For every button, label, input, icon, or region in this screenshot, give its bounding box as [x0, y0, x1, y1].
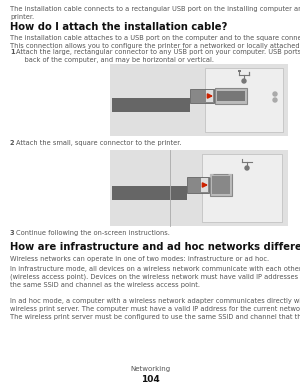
Bar: [212, 176, 230, 194]
Text: In infrastructure mode, all devices on a wireless network communicate with each : In infrastructure mode, all devices on a…: [10, 266, 300, 289]
Text: In ad hoc mode, a computer with a wireless network adapter communicates directly: In ad hoc mode, a computer with a wirele…: [10, 298, 300, 320]
Circle shape: [242, 79, 246, 83]
Bar: [238, 70, 241, 72]
Text: Continue following the on-screen instructions.: Continue following the on-screen instruc…: [16, 230, 170, 236]
Circle shape: [273, 92, 277, 96]
Bar: [187, 177, 209, 193]
Polygon shape: [210, 174, 214, 178]
Circle shape: [273, 98, 277, 102]
Text: How are infrastructure and ad hoc networks different?: How are infrastructure and ad hoc networ…: [10, 242, 300, 252]
Bar: [215, 88, 247, 104]
Bar: [210, 174, 232, 196]
Bar: [110, 150, 288, 226]
Text: Attach the small, square connector to the printer.: Attach the small, square connector to th…: [16, 140, 182, 146]
Bar: [205, 68, 283, 132]
Bar: [202, 154, 282, 222]
Text: How do I attach the installation cable?: How do I attach the installation cable?: [10, 22, 227, 32]
Text: 2: 2: [10, 140, 15, 146]
Bar: [110, 64, 288, 136]
Text: 3: 3: [10, 230, 15, 236]
Bar: [201, 178, 208, 192]
Text: Networking: Networking: [130, 366, 170, 372]
Text: Attach the large, rectangular connector to any USB port on your computer. USB po: Attach the large, rectangular connector …: [16, 49, 300, 63]
Text: 1: 1: [10, 49, 15, 55]
Text: The installation cable attaches to a USB port on the computer and to the square : The installation cable attaches to a USB…: [10, 35, 300, 49]
Bar: [217, 91, 245, 101]
Text: The installation cable connects to a rectangular USB port on the installing comp: The installation cable connects to a rec…: [10, 6, 300, 20]
Text: Wireless networks can operate in one of two modes: infrastructure or ad hoc.: Wireless networks can operate in one of …: [10, 256, 269, 262]
Bar: [190, 89, 214, 103]
Bar: [206, 90, 213, 102]
Bar: [112, 186, 187, 200]
Circle shape: [245, 166, 249, 170]
Bar: [112, 98, 190, 112]
Text: 104: 104: [141, 375, 159, 384]
Polygon shape: [228, 174, 232, 178]
